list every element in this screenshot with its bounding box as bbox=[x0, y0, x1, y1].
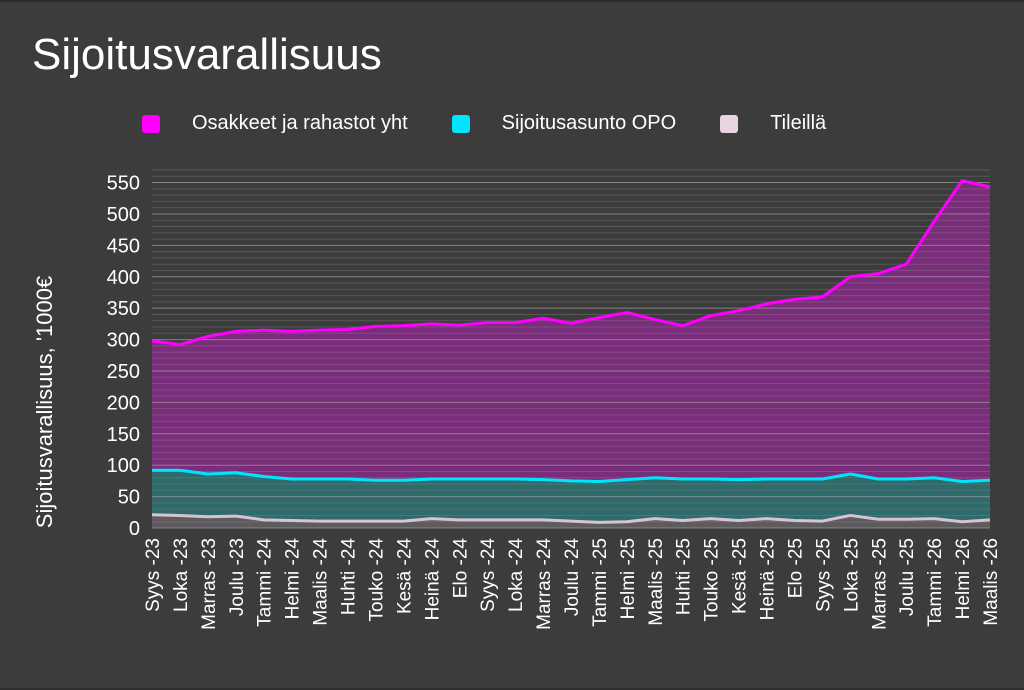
y-tick-label: 400 bbox=[107, 267, 140, 289]
x-tick-label: Joulu -25 bbox=[897, 538, 918, 616]
area-fill-series-1 bbox=[152, 470, 990, 528]
legend-label-osakkeet: Osakkeet ja rahastot yht bbox=[192, 112, 408, 134]
x-tick-label: Helmi -25 bbox=[618, 538, 639, 619]
y-tick-label: 200 bbox=[107, 392, 140, 414]
legend-swatch-sijoitusasunto bbox=[451, 114, 470, 133]
x-tick-label: Loka -25 bbox=[841, 538, 862, 612]
x-tick-label: Elo -25 bbox=[785, 538, 806, 598]
x-tick-label: Touko -25 bbox=[702, 538, 723, 621]
x-tick-label: Loka -24 bbox=[506, 538, 527, 612]
x-tick-label: Huhti -25 bbox=[674, 538, 695, 615]
legend-item-sijoitusasunto: Sijoitusasunto OPO bbox=[451, 112, 677, 135]
x-tick-label: Kesä -24 bbox=[394, 538, 415, 614]
y-tick-label: 150 bbox=[107, 424, 140, 446]
x-tick-label: Helmi -24 bbox=[283, 538, 304, 620]
legend-label-sijoitusasunto: Sijoitusasunto OPO bbox=[501, 112, 677, 134]
x-tick-label: Marras -23 bbox=[199, 538, 220, 630]
legend-swatch-tileilla bbox=[720, 114, 739, 133]
x-tick-label: Heinä -25 bbox=[758, 538, 779, 620]
legend-label-tileilla: Tileillä bbox=[770, 112, 827, 134]
x-tick-label: Marras -24 bbox=[534, 538, 555, 630]
x-tick-label: Joulu -24 bbox=[562, 538, 583, 617]
legend-item-tileilla: Tileillä bbox=[720, 112, 826, 135]
y-tick-label: 100 bbox=[107, 455, 140, 477]
y-tick-label: 250 bbox=[107, 361, 140, 383]
x-tick-label: Tammi -25 bbox=[590, 538, 611, 627]
x-tick-label: Maalis -26 bbox=[981, 538, 1002, 626]
x-tick-label: Syys -24 bbox=[478, 538, 499, 612]
y-tick-label: 500 bbox=[107, 204, 140, 226]
x-tick-label: Kesä -25 bbox=[730, 538, 751, 614]
x-tick-label: Syys -23 bbox=[143, 538, 164, 612]
x-tick-label: Huhti -24 bbox=[339, 538, 360, 616]
y-tick-label: 350 bbox=[107, 298, 140, 320]
x-tick-label: Touko -24 bbox=[366, 538, 387, 622]
legend-item-osakkeet: Osakkeet ja rahastot yht bbox=[142, 112, 408, 135]
x-tick-label: Joulu -23 bbox=[227, 538, 248, 616]
x-tick-label: Tammi -26 bbox=[925, 538, 946, 627]
x-tick-label: Loka -23 bbox=[171, 538, 192, 612]
x-tick-label: Marras -25 bbox=[869, 538, 890, 630]
y-tick-label: 0 bbox=[129, 518, 140, 540]
x-tick-label: Heinä -24 bbox=[422, 538, 443, 621]
y-tick-label: 450 bbox=[107, 235, 140, 257]
legend-swatch-osakkeet bbox=[142, 114, 160, 133]
chart-title: Sijoitusvarallisuus bbox=[32, 30, 382, 79]
series-line-0 bbox=[151, 179, 991, 347]
legend: Osakkeet ja rahastot yht Sijoitusasunto … bbox=[142, 112, 870, 135]
y-tick-label: 50 bbox=[118, 487, 140, 509]
x-tick-label: Maalis -24 bbox=[311, 538, 332, 626]
y-tick-label: 300 bbox=[107, 330, 140, 352]
x-tick-label: Syys -25 bbox=[813, 538, 834, 612]
x-tick-label: Maalis -25 bbox=[646, 538, 667, 626]
x-tick-label: Helmi -26 bbox=[953, 538, 974, 619]
area-fill-series-0 bbox=[152, 180, 990, 528]
x-tick-label: Tammi -24 bbox=[255, 538, 276, 627]
x-tick-label: Elo -24 bbox=[450, 538, 471, 599]
y-tick-label: 550 bbox=[107, 173, 140, 195]
y-axis-label: Sijoitusvarallisuus, '1000€ bbox=[32, 276, 57, 528]
series-line-1 bbox=[152, 468, 991, 484]
series-line-2 bbox=[151, 513, 991, 524]
